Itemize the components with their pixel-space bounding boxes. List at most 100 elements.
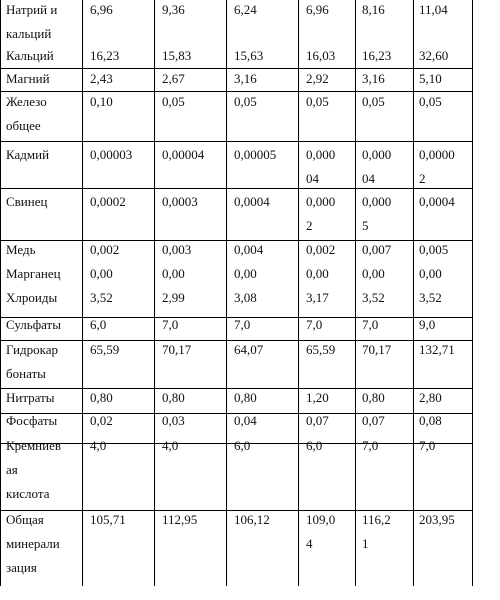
table-cell: 0,00 <box>306 266 329 281</box>
table-cell: 15,63 <box>234 48 264 63</box>
row-label: общее <box>6 118 41 133</box>
table-cell: 0,004 <box>234 242 264 257</box>
table-cell: 7,0 <box>362 317 379 332</box>
table-cell: 3,16 <box>362 71 385 86</box>
table-cell: 0,05 <box>234 94 257 109</box>
row-border <box>0 388 472 389</box>
row-border <box>0 68 472 69</box>
row-label: Кадмий <box>6 147 50 162</box>
table-cell: 0,00003 <box>90 147 133 162</box>
row-label: ая <box>6 462 18 477</box>
row-label: бонаты <box>6 366 46 381</box>
table-cell: 0,08 <box>419 413 442 428</box>
column-border <box>472 0 473 586</box>
table-cell: 0,07 <box>306 413 329 428</box>
table-cell: 132,71 <box>419 342 455 357</box>
row-label: Общая <box>6 512 44 527</box>
table-cell: 6,0 <box>306 438 323 453</box>
row-label: Гидрокар <box>6 342 58 357</box>
table-cell: 0,02 <box>90 413 113 428</box>
table-cell: 2 <box>306 218 313 233</box>
column-border <box>298 0 299 586</box>
table-cell: 2,92 <box>306 71 329 86</box>
table-cell: 0,0004 <box>234 194 270 209</box>
table-cell: 7,0 <box>362 438 379 453</box>
table-cell: 0,0004 <box>419 194 455 209</box>
table-cell: 0,04 <box>234 413 257 428</box>
table-cell: 64,07 <box>234 342 264 357</box>
row-label: кислота <box>6 486 50 501</box>
table-cell: 6,0 <box>234 438 251 453</box>
table-cell: 0,00004 <box>162 147 205 162</box>
table-cell: 4,0 <box>90 438 107 453</box>
table-cell: 0,0000 <box>419 147 455 162</box>
row-label: Кремниев <box>6 438 61 453</box>
table-cell: 0,007 <box>362 242 392 257</box>
table-cell: 65,59 <box>90 342 120 357</box>
row-label: Медь <box>6 242 36 257</box>
row-label: минерали <box>6 536 60 551</box>
row-label: Свинец <box>6 194 48 209</box>
column-border <box>226 0 227 586</box>
table-cell: 0,00 <box>162 266 185 281</box>
table-cell: 4 <box>306 536 313 551</box>
table-cell: 0,05 <box>306 94 329 109</box>
table-cell: 2,43 <box>90 71 113 86</box>
table-cell: 105,71 <box>90 512 126 527</box>
row-label: Фосфаты <box>6 413 58 428</box>
table-cell: 0,00 <box>234 266 257 281</box>
table-cell: 0,003 <box>162 242 192 257</box>
table-cell: 7,0 <box>419 438 436 453</box>
table-cell: 0,002 <box>90 242 120 257</box>
table-cell: 5,10 <box>419 71 442 86</box>
row-label: Кальций <box>6 48 54 63</box>
row-label: Нитраты <box>6 390 55 405</box>
row-label: Хлроиды <box>6 290 58 305</box>
table-cell: 3,52 <box>362 290 385 305</box>
table-cell: 16,23 <box>90 48 120 63</box>
table-cell: 0,0002 <box>90 194 126 209</box>
table-cell: 15,83 <box>162 48 192 63</box>
column-border <box>355 0 356 586</box>
row-border <box>0 317 472 318</box>
table-cell: 9,0 <box>419 317 436 332</box>
table-cell: 0,07 <box>362 413 385 428</box>
table-cell: 3,52 <box>90 290 113 305</box>
table-cell: 6,24 <box>234 2 257 17</box>
table-cell: 04 <box>362 171 375 186</box>
table-cell: 1 <box>362 536 369 551</box>
table-cell: 3,16 <box>234 71 257 86</box>
table-cell: 70,17 <box>162 342 192 357</box>
table-cell: 9,36 <box>162 2 185 17</box>
table-cell: 2 <box>419 171 426 186</box>
table-cell: 0,10 <box>90 94 113 109</box>
table-cell: 16,03 <box>306 48 336 63</box>
table-cell: 6,96 <box>90 2 113 17</box>
table-cell: 3,08 <box>234 290 257 305</box>
table-cell: 109,0 <box>306 512 336 527</box>
table-cell: 0,00 <box>419 266 442 281</box>
table-cell: 3,17 <box>306 290 329 305</box>
table-cell: 0,005 <box>419 242 449 257</box>
table-cell: 0,00005 <box>234 147 277 162</box>
table-cell: 106,12 <box>234 512 270 527</box>
table-cell: 7,0 <box>234 317 251 332</box>
table-cell: 0,0003 <box>162 194 198 209</box>
table-cell: 0,05 <box>419 94 442 109</box>
table-cell: 7,0 <box>162 317 179 332</box>
table-cell: 0,000 <box>362 194 392 209</box>
table-cell: 5 <box>362 218 369 233</box>
table-cell: 2,80 <box>419 390 442 405</box>
table-cell: 0,000 <box>306 194 336 209</box>
row-label: Сульфаты <box>6 317 61 332</box>
row-border <box>0 188 472 189</box>
table-cell: 4,0 <box>162 438 179 453</box>
table-cell: 7,0 <box>306 317 323 332</box>
table-cell: 11,04 <box>419 2 448 17</box>
table-cell: 3,52 <box>419 290 442 305</box>
row-border <box>0 443 472 444</box>
row-border <box>0 413 472 414</box>
table-cell: 04 <box>306 171 319 186</box>
row-label: зация <box>6 560 37 575</box>
row-label: кальций <box>6 26 52 41</box>
